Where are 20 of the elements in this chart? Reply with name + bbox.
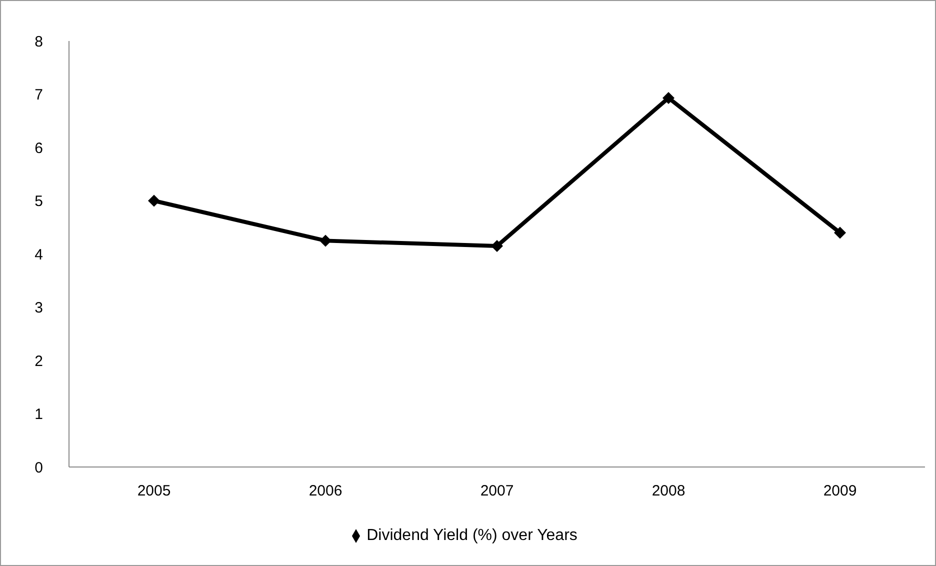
point	[834, 226, 846, 239]
y-tick-label: 6	[34, 140, 43, 157]
y-tick-label: 7	[34, 86, 43, 104]
point	[320, 234, 332, 247]
x-tick-label: 2005	[137, 482, 171, 500]
x-tick-label: 2009	[823, 482, 857, 500]
point	[662, 92, 674, 104]
x-tick-label: 2007	[480, 482, 514, 500]
x-tick-label: 2006	[308, 482, 342, 500]
y-tick-label: 0	[34, 459, 43, 476]
y-tick-label: 3	[34, 300, 43, 317]
point	[148, 194, 160, 207]
y-tick-label: 8	[34, 33, 43, 50]
y-tick-label: 1	[34, 406, 43, 424]
point	[491, 240, 503, 252]
legend-label: Dividend Yield (%) over Years	[366, 527, 578, 544]
y-tick-label: 5	[34, 193, 43, 210]
x-tick-label: 2008	[652, 482, 686, 500]
y-tick-label: 4	[34, 246, 43, 264]
y-tick-label: 2	[34, 352, 43, 370]
